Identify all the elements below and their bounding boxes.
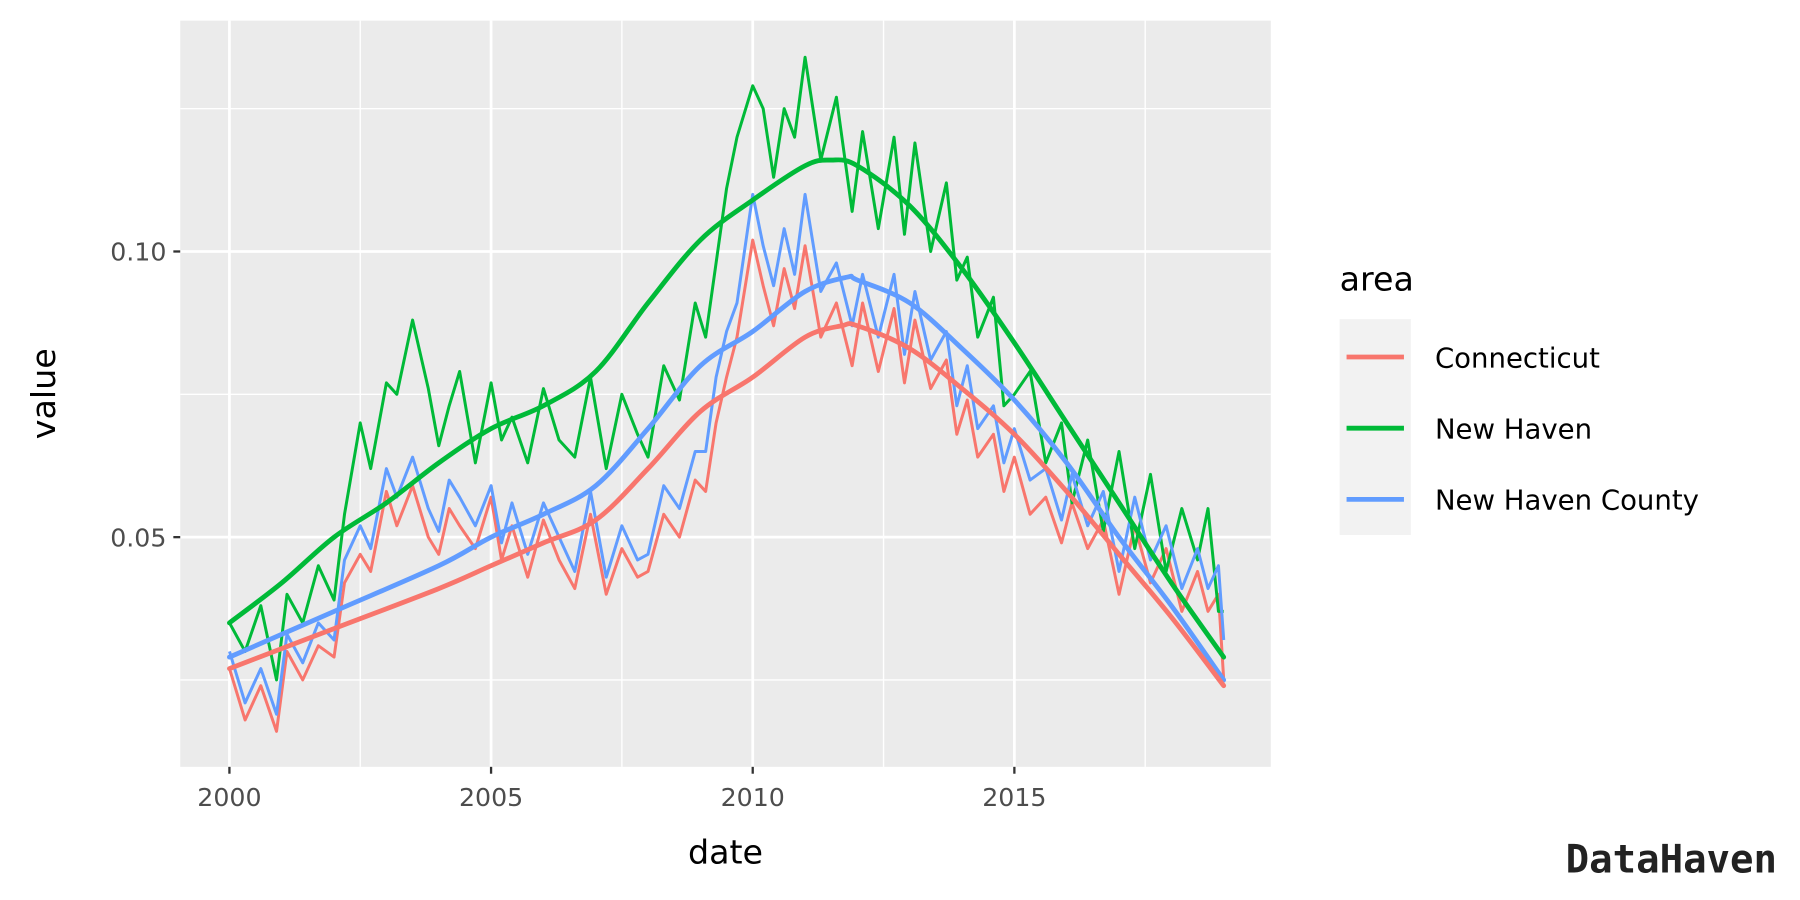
smooth-line-connecticut bbox=[227, 321, 1227, 689]
x-tick-label: 2010 bbox=[721, 783, 785, 812]
raw-line-connecticut bbox=[228, 238, 1226, 733]
x-tick-label: 2005 bbox=[459, 783, 523, 812]
x-tick-label: 2000 bbox=[197, 783, 261, 812]
x-tick-label: 2015 bbox=[982, 783, 1046, 812]
y-tick-label: 0.10 bbox=[110, 238, 166, 267]
legend: area Connecticut New Haven New Haven Count… bbox=[1339, 259, 1699, 535]
smooth-line-new-haven-county bbox=[227, 273, 1227, 683]
legend-label: New Haven County bbox=[1435, 485, 1699, 517]
x-axis-title: date bbox=[688, 832, 763, 871]
legend-title: area bbox=[1340, 259, 1414, 298]
y-axis: 0.05 0.10 bbox=[110, 238, 181, 552]
datahaven-logo: DataHaven bbox=[1566, 837, 1777, 882]
y-tick-label: 0.05 bbox=[110, 523, 166, 552]
smoothed-series bbox=[227, 157, 1227, 689]
x-axis: 2000 2005 2010 2015 bbox=[197, 766, 1047, 812]
raw-line-new-haven bbox=[228, 55, 1224, 682]
y-axis-title: value bbox=[24, 348, 63, 439]
raw-series bbox=[228, 55, 1226, 733]
legend-label: New Haven bbox=[1435, 414, 1592, 446]
raw-line-new-haven-county bbox=[228, 192, 1226, 716]
smooth-line-new-haven bbox=[227, 157, 1227, 660]
legend-label: Connecticut bbox=[1435, 342, 1600, 374]
